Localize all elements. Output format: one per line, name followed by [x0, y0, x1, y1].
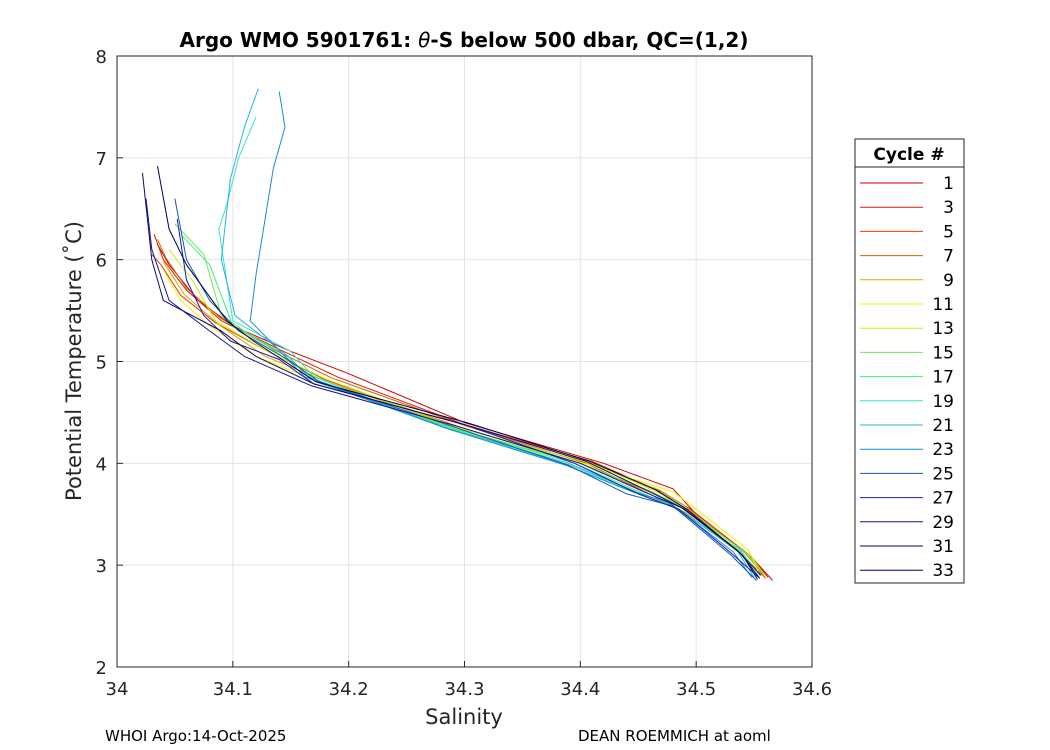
x-tick-label: 34.4: [560, 679, 600, 700]
legend-label: 7: [943, 247, 954, 267]
x-tick-label: 34: [106, 679, 129, 700]
legend-label: 11: [932, 295, 954, 315]
x-tick-label: 34.5: [676, 679, 716, 700]
x-tick-label: 34.2: [329, 679, 369, 700]
plot-frame: [116, 55, 813, 668]
legend-title: Cycle #: [873, 145, 944, 165]
footer-right: DEAN ROEMMICH at aoml: [578, 727, 771, 745]
y-axis-label: Potential Temperature (˚C): [62, 221, 86, 501]
legend-label: 5: [943, 222, 954, 242]
grid: [116, 55, 813, 668]
x-axis-label: Salinity: [425, 705, 503, 729]
x-tick-labels: 34 34.1 34.2 34.3 34.4 34.5 34.6: [106, 679, 832, 700]
legend-label: 27: [932, 489, 954, 509]
legend-label: 29: [932, 513, 954, 533]
legend-label: 19: [932, 392, 954, 412]
y-tick-label: 2: [96, 658, 107, 679]
series-line-cycle-25: [174, 198, 757, 581]
y-tick-label: 3: [96, 556, 107, 577]
legend-label: 23: [932, 440, 954, 460]
series-line-cycle-31: [142, 173, 761, 579]
legend-label: 9: [943, 271, 954, 291]
y-tick-label: 6: [96, 251, 107, 272]
y-tick-label: 8: [96, 47, 107, 68]
legend-label: 31: [932, 537, 954, 557]
y-tick-label: 5: [96, 353, 107, 374]
legend-label: 17: [932, 368, 954, 388]
chart-title: Argo WMO 5901761: θ-S below 500 dbar, QC…: [180, 28, 749, 52]
y-tick-label: 4: [96, 454, 107, 475]
footer-left: WHOI Argo:14-Oct-2025: [105, 727, 286, 745]
x-tick-label: 34.3: [444, 679, 484, 700]
legend-box: [854, 138, 965, 584]
legend-label: 21: [932, 416, 954, 436]
series-line-cycle-15: [174, 223, 764, 574]
legend-label: 1: [943, 174, 954, 194]
legend-label: 3: [943, 198, 954, 218]
series-line-cycle-3: [153, 234, 769, 578]
x-tick-label: 34.1: [213, 679, 253, 700]
legend-label: 15: [932, 343, 954, 363]
legend-label: 13: [932, 319, 954, 339]
y-tick-label: 7: [96, 149, 107, 170]
x-tick-label: 34.6: [792, 679, 832, 700]
series-line-cycle-33: [157, 165, 759, 580]
y-tick-labels: 2 3 4 5 6 7 8: [96, 47, 107, 679]
legend-label: 33: [932, 561, 954, 581]
legend-label: 25: [932, 464, 954, 484]
series-group: [142, 88, 773, 581]
